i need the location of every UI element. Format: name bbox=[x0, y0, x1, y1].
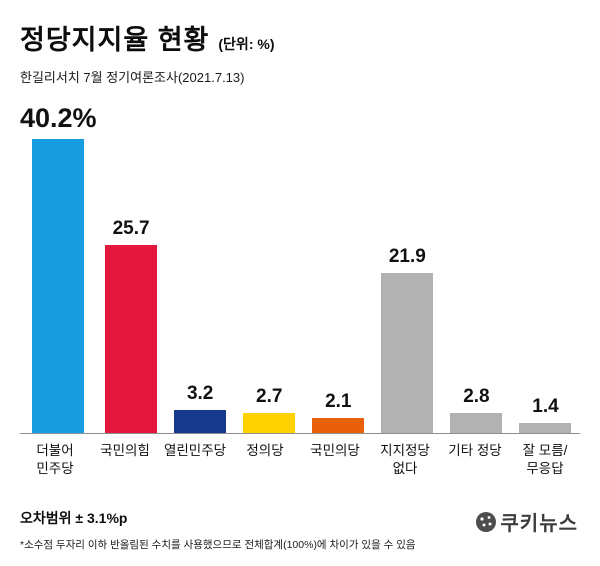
bar-column: 25.7 bbox=[97, 218, 166, 433]
unit-label: (단위: %) bbox=[218, 36, 275, 52]
bar bbox=[174, 410, 227, 433]
bar-column: 1.4 bbox=[511, 396, 580, 433]
margin-of-error: 오차범위 ± 3.1%p bbox=[20, 510, 128, 526]
bar bbox=[32, 139, 85, 433]
category-label: 기타 정당 bbox=[448, 443, 502, 458]
kukinews-logo: 쿠키뉴스 bbox=[475, 507, 578, 536]
footer: 오차범위 ± 3.1%p *소수점 두자리 이하 반올림된 수치를 사용했으므로… bbox=[20, 508, 580, 552]
bar-value-label: 2.8 bbox=[463, 386, 490, 407]
survey-subtitle: 한길리서치 7월 정기여론조사(2021.7.13) bbox=[20, 70, 245, 85]
bar bbox=[381, 273, 434, 433]
cookie-icon bbox=[476, 511, 497, 532]
logo-text: 쿠키뉴스 bbox=[500, 513, 578, 535]
bar-value-label: 2.1 bbox=[325, 391, 352, 412]
bar-value-label: 2.7 bbox=[256, 386, 283, 407]
bar bbox=[519, 423, 572, 433]
category-label: 정의당 bbox=[246, 443, 284, 458]
category-label: 국민의힘 bbox=[100, 443, 150, 458]
bar-column: 3.2 bbox=[166, 383, 235, 433]
bar bbox=[243, 413, 296, 433]
bar-value-label: 40.2% bbox=[20, 103, 97, 133]
category-label: 열린민주당 bbox=[163, 443, 227, 458]
bars-row: 40.2% 25.7 3.2 2.7 2.1 21.9 2.8 1.4 bbox=[20, 102, 580, 434]
bar-value-label: 3.2 bbox=[186, 383, 214, 404]
bar-value-label: 25.7 bbox=[112, 218, 150, 239]
category-label: 잘 모름/ 무응답 bbox=[522, 443, 568, 477]
bar bbox=[312, 418, 365, 433]
category-row: 더불어 민주당 국민의힘 열린민주당 정의당 국민의당 지지정당 없다 기타 정당 잘 모름/… bbox=[20, 434, 580, 478]
bar-column: 2.7 bbox=[235, 386, 304, 433]
footnote: *소수점 두자리 이하 반올림된 수치를 사용했으므로 전체합계(100%)에 … bbox=[20, 539, 416, 551]
header: 정당지지율 현황 (단위: %) bbox=[20, 18, 580, 57]
bar-chart: 40.2% 25.7 3.2 2.7 2.1 21.9 2.8 1.4 더불어 민주당 국민의힘… bbox=[20, 102, 580, 478]
bar-column: 40.2% bbox=[20, 103, 97, 433]
bar-column: 2.1 bbox=[304, 391, 373, 433]
bar-column: 2.8 bbox=[442, 386, 511, 433]
category-label: 더불어 민주당 bbox=[36, 443, 74, 477]
bar-value-label: 1.4 bbox=[532, 396, 559, 417]
category-label: 국민의당 bbox=[310, 443, 360, 458]
page-title: 정당지지율 현황 bbox=[20, 25, 210, 55]
bar bbox=[450, 413, 503, 433]
bar bbox=[105, 245, 158, 433]
bar-column: 21.9 bbox=[373, 246, 442, 433]
category-label: 지지정당 없다 bbox=[380, 443, 430, 477]
bar-value-label: 21.9 bbox=[388, 246, 426, 267]
